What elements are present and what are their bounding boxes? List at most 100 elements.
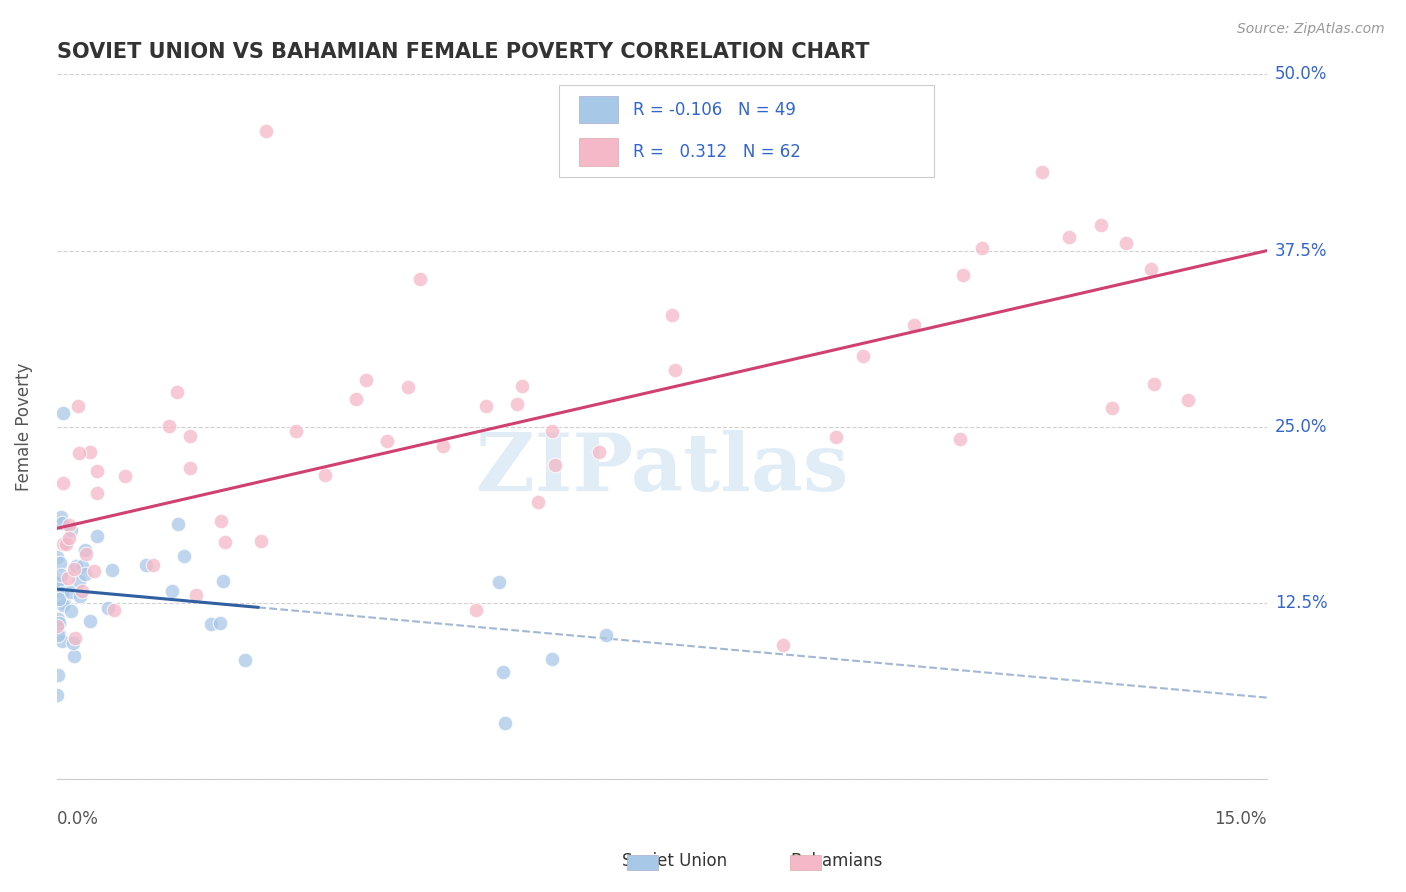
Point — [79, 614, 101, 628]
Point — [86, 464, 108, 478]
Point — [97, 601, 120, 615]
Point — [49, 509, 72, 524]
Point — [540, 652, 562, 666]
Point — [157, 419, 180, 434]
Text: 25.0%: 25.0% — [1275, 418, 1327, 436]
Point — [62, 649, 84, 664]
Point — [588, 444, 610, 458]
Point — [1143, 376, 1166, 391]
FancyBboxPatch shape — [558, 85, 934, 177]
Text: 37.5%: 37.5% — [1275, 242, 1327, 260]
Point — [55, 534, 77, 549]
Point — [45, 575, 67, 590]
Point — [58, 571, 80, 585]
Point — [59, 585, 82, 599]
Point — [52, 598, 75, 612]
Point — [58, 517, 80, 532]
Point — [494, 715, 516, 730]
Point — [527, 495, 550, 509]
Point — [488, 575, 510, 590]
Point — [70, 583, 93, 598]
Point — [544, 458, 567, 473]
Text: 15.0%: 15.0% — [1215, 810, 1267, 828]
Point — [166, 516, 188, 531]
Point — [510, 379, 533, 393]
Point — [1057, 230, 1080, 244]
Text: Soviet Union: Soviet Union — [623, 852, 727, 870]
Text: R = -0.106   N = 49: R = -0.106 N = 49 — [633, 101, 796, 119]
Point — [595, 627, 617, 641]
Point — [1090, 218, 1112, 232]
Point — [69, 589, 91, 603]
Point — [101, 563, 124, 577]
Text: Bahamians: Bahamians — [790, 852, 883, 870]
Point — [492, 665, 515, 679]
Text: 0.0%: 0.0% — [56, 810, 98, 828]
Point — [211, 574, 233, 589]
Point — [55, 537, 77, 551]
Point — [465, 603, 488, 617]
Point — [1177, 392, 1199, 407]
Bar — [579, 96, 619, 123]
Point — [166, 385, 188, 400]
Text: SOVIET UNION VS BAHAMIAN FEMALE POVERTY CORRELATION CHART: SOVIET UNION VS BAHAMIAN FEMALE POVERTY … — [56, 42, 869, 62]
Point — [852, 350, 875, 364]
Point — [541, 425, 564, 439]
Point — [398, 380, 420, 394]
Point — [200, 617, 222, 632]
Point — [903, 318, 925, 332]
Point — [52, 475, 75, 490]
Point — [49, 556, 72, 570]
Point — [664, 362, 686, 376]
Point — [254, 124, 277, 138]
Point — [949, 432, 972, 446]
Point — [314, 468, 336, 483]
Point — [46, 618, 69, 632]
Point — [83, 564, 105, 578]
Point — [173, 549, 195, 564]
Point — [48, 592, 70, 607]
Point — [45, 576, 67, 591]
Point — [46, 612, 69, 626]
Point — [46, 689, 69, 703]
Point — [49, 580, 72, 594]
Point — [208, 616, 231, 631]
Point — [179, 428, 201, 442]
Point — [160, 584, 183, 599]
Point — [67, 574, 90, 588]
Point — [114, 468, 136, 483]
Point — [62, 635, 84, 649]
Point — [48, 627, 70, 641]
Point — [142, 558, 165, 573]
Point — [772, 639, 794, 653]
Point — [214, 534, 236, 549]
Point — [65, 559, 87, 574]
Point — [58, 531, 80, 545]
Point — [209, 514, 232, 528]
Text: Source: ZipAtlas.com: Source: ZipAtlas.com — [1237, 22, 1385, 37]
Point — [51, 633, 73, 648]
Point — [284, 425, 307, 439]
Y-axis label: Female Poverty: Female Poverty — [15, 363, 32, 491]
Point — [235, 653, 257, 667]
Point — [63, 561, 86, 575]
Point — [66, 399, 89, 413]
Text: 12.5%: 12.5% — [1275, 594, 1327, 612]
Point — [60, 603, 83, 617]
Text: ZIPatlas: ZIPatlas — [475, 430, 848, 508]
Point — [45, 550, 67, 565]
Point — [46, 628, 69, 642]
Point — [1031, 165, 1053, 179]
Point — [375, 434, 398, 448]
Point — [1115, 236, 1137, 251]
Point — [1101, 401, 1123, 415]
Point — [970, 241, 993, 255]
Point — [824, 430, 846, 444]
Point — [51, 516, 73, 531]
Point — [79, 444, 101, 458]
Point — [1140, 261, 1163, 276]
Point — [506, 397, 529, 411]
Point — [67, 445, 90, 459]
Point — [72, 559, 94, 574]
Point — [48, 616, 70, 631]
